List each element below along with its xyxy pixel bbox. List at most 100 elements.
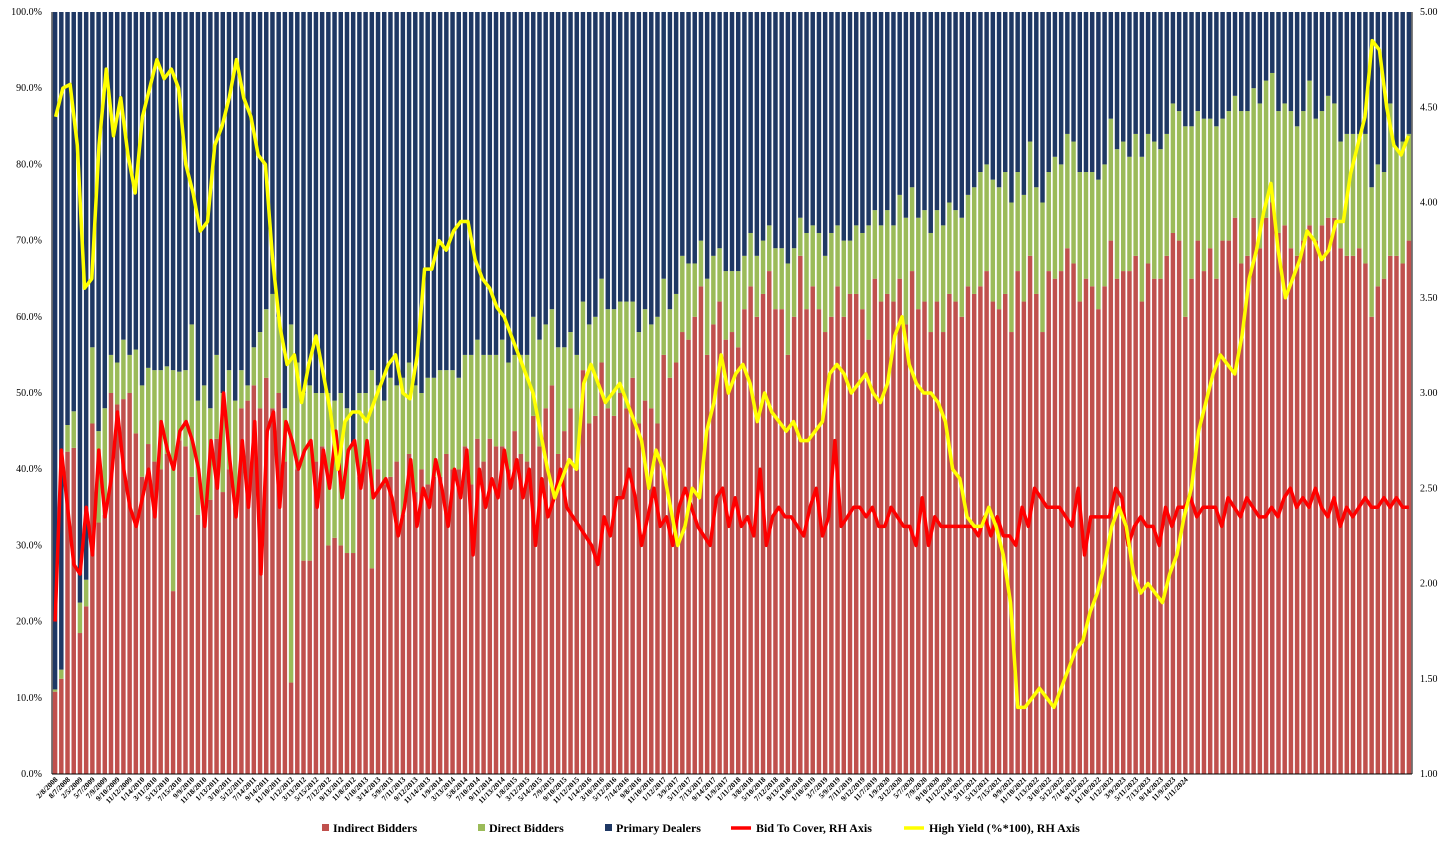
indirect-bar: [636, 423, 642, 774]
dealers-bar: [444, 12, 449, 371]
direct-bar: [1394, 149, 1399, 256]
indirect-bar: [1214, 278, 1219, 774]
dealers-bar: [630, 12, 635, 302]
direct-bar: [624, 301, 629, 409]
dealers-bar: [369, 12, 375, 371]
indirect-bar: [1052, 278, 1058, 774]
indirect-bar: [878, 301, 884, 774]
indirect-bar: [108, 393, 114, 774]
dealers-bar: [1176, 12, 1182, 112]
dealers-bar: [531, 12, 536, 317]
indirect-bar: [369, 568, 375, 774]
dealers-bar: [860, 12, 865, 233]
direct-bar: [959, 217, 965, 317]
indirect-bar: [419, 469, 424, 774]
indirect-bar: [301, 560, 306, 774]
dealers-bar: [922, 12, 927, 211]
dealers-bar: [692, 12, 697, 264]
dealers-bar: [1263, 12, 1269, 81]
indirect-bar: [481, 461, 486, 774]
indirect-bar: [562, 431, 567, 774]
indirect-bar: [959, 316, 965, 774]
indirect-bar: [1307, 225, 1312, 775]
right-axis-tick-label: 1.00: [1420, 769, 1438, 780]
direct-bar: [77, 602, 83, 634]
indirect-bar: [1139, 301, 1145, 774]
direct-bar: [114, 362, 120, 405]
direct-bar: [593, 316, 598, 416]
indirect-bar: [114, 404, 120, 774]
indirect-bar: [922, 301, 927, 774]
dealers-bar: [499, 12, 505, 340]
direct-bar: [661, 278, 666, 355]
direct-bar: [319, 393, 325, 447]
indirect-bar: [475, 438, 480, 774]
indirect-bar: [96, 522, 101, 774]
indirect-bar: [599, 362, 604, 774]
dealers-bar: [649, 12, 654, 325]
direct-bar: [189, 324, 194, 477]
direct-bar: [301, 393, 306, 561]
indirect-bar: [872, 278, 878, 774]
dealers-bar: [512, 12, 517, 355]
direct-bar: [1207, 118, 1213, 249]
direct-bar: [170, 370, 176, 592]
direct-bar: [611, 309, 617, 416]
direct-bar: [984, 164, 989, 272]
direct-bar: [996, 187, 1002, 310]
dealers-bar: [400, 12, 406, 378]
dealers-bar: [760, 12, 766, 241]
dealers-bar: [1276, 12, 1281, 112]
indirect-bar: [605, 408, 611, 774]
dealers-bar: [164, 12, 170, 367]
indirect-bar: [791, 316, 797, 774]
dealers-bar: [52, 12, 58, 690]
indirect-bar: [866, 339, 871, 774]
dealers-bar: [1058, 12, 1064, 165]
indirect-bar: [1394, 255, 1399, 775]
direct-bar: [108, 354, 114, 393]
indirect-bar: [903, 324, 909, 774]
indirect-bar: [177, 440, 182, 774]
dealers-bar: [841, 12, 847, 241]
left-axis-tick-label: 50.0%: [16, 388, 42, 399]
direct-bar: [1133, 133, 1138, 256]
dealers-bar: [593, 12, 598, 317]
indirect-bar: [499, 446, 505, 774]
dealers-bar: [655, 12, 660, 317]
dealers-bar: [1245, 12, 1250, 112]
direct-bar: [1201, 118, 1207, 272]
direct-bar: [965, 194, 971, 287]
direct-bar: [860, 232, 865, 310]
dealers-bar: [1232, 12, 1238, 96]
direct-bar: [313, 393, 319, 462]
indirect-bar: [928, 332, 933, 774]
indirect-bar: [288, 682, 294, 774]
direct-bar: [1356, 133, 1362, 249]
direct-bar: [1350, 133, 1356, 256]
indirect-bar: [1189, 278, 1194, 774]
indirect-bar: [990, 301, 996, 774]
direct-bar: [630, 301, 635, 378]
dealers-bar: [822, 12, 828, 256]
indirect-bar: [735, 347, 741, 774]
direct-bar: [382, 400, 387, 485]
indirect-bar: [1288, 248, 1294, 775]
indirect-bar: [307, 560, 312, 774]
direct-bar: [1375, 164, 1381, 287]
dealers-bar: [276, 12, 281, 317]
direct-bar: [1257, 103, 1263, 249]
indirect-bar: [239, 408, 244, 774]
indirect-bar: [940, 332, 946, 774]
dealers-bar: [214, 12, 219, 355]
dealers-bar: [431, 12, 437, 378]
dealers-bar: [816, 12, 822, 233]
indirect-bar: [444, 453, 449, 774]
right-axis-tick-label: 4.50: [1420, 102, 1438, 113]
direct-bar: [723, 271, 729, 340]
indirect-bar: [593, 415, 598, 774]
dealers-bar: [1363, 12, 1368, 134]
dealers-bar: [847, 12, 853, 241]
indirect-bar: [183, 446, 188, 774]
dealers-bar: [245, 12, 250, 386]
